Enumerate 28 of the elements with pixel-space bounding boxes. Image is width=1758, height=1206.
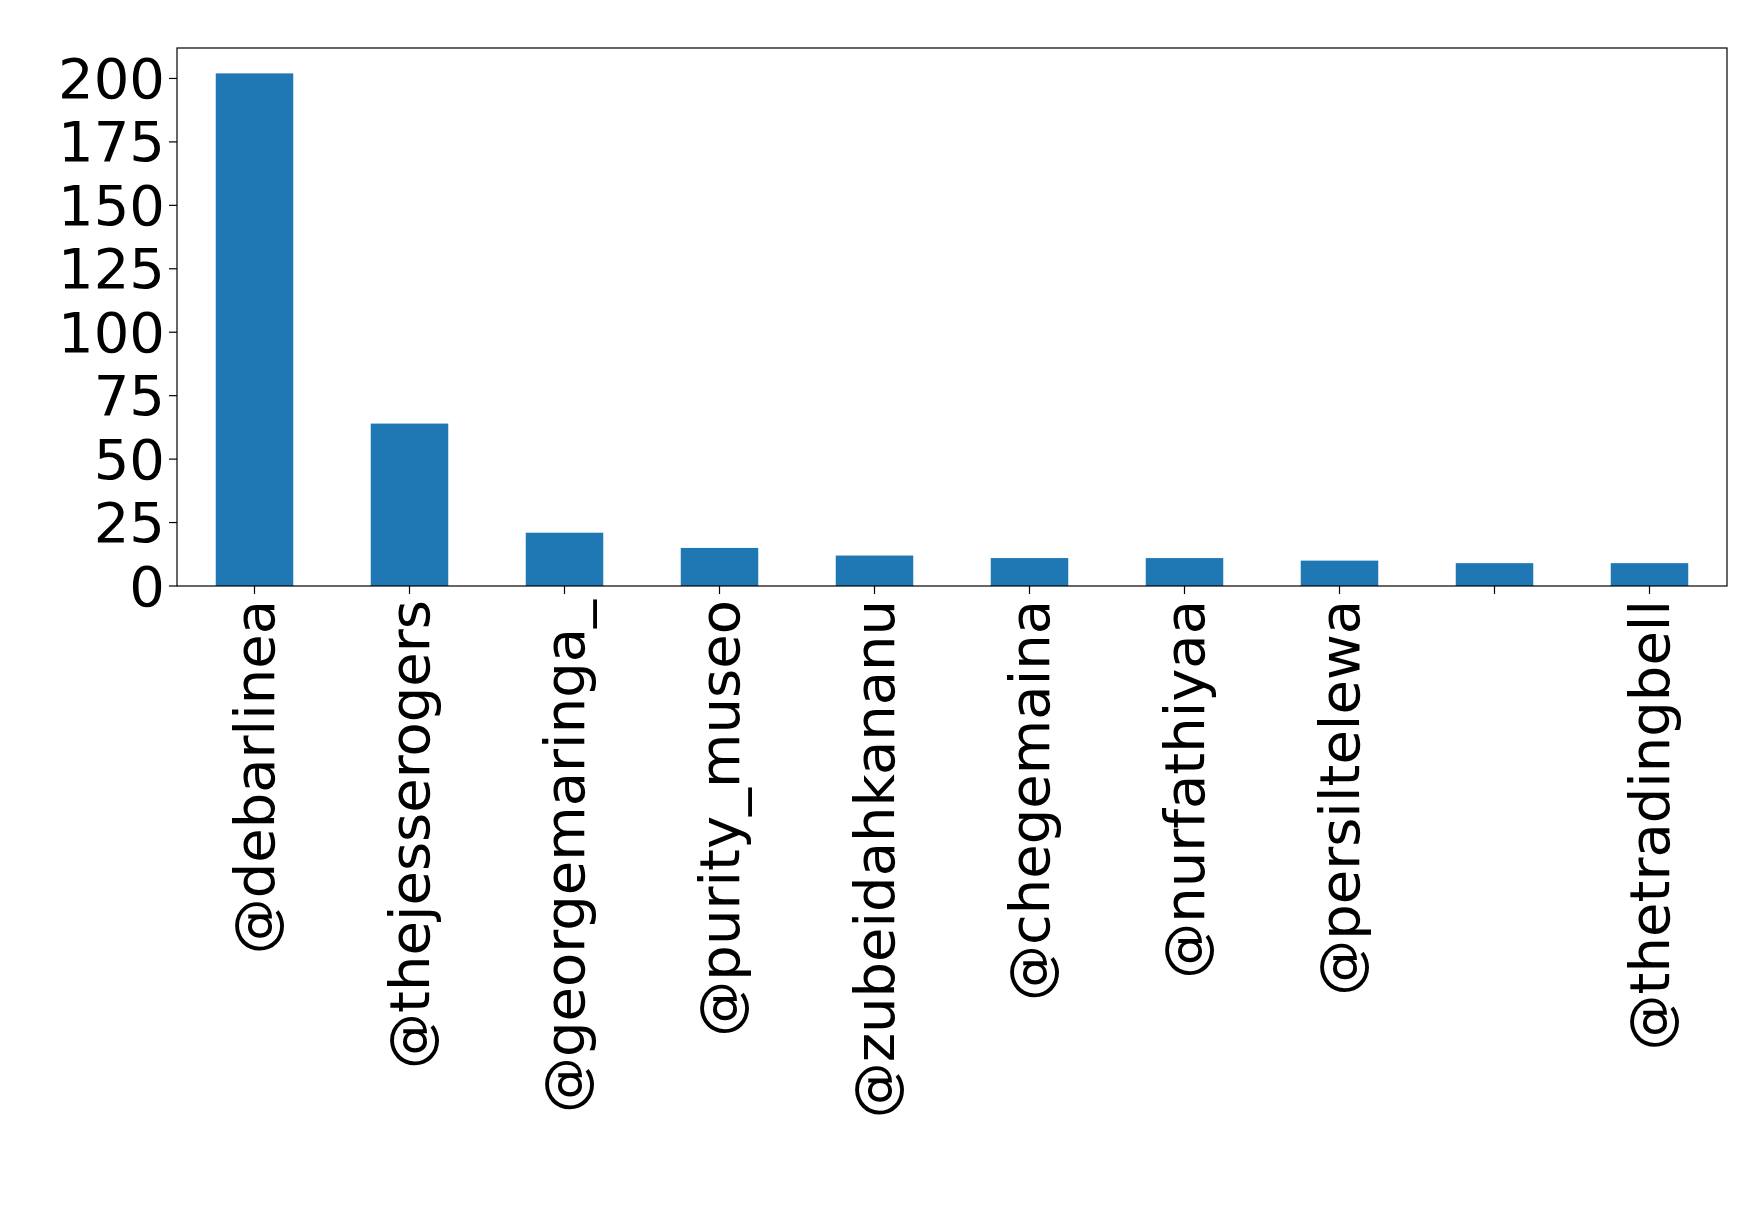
x-tick-label: @purity_museo xyxy=(687,600,752,1037)
x-tick-label: @nurfathiyaa xyxy=(1152,600,1217,979)
bar xyxy=(1610,563,1689,586)
bar xyxy=(1145,558,1224,586)
x-tick-label: @chegemaina xyxy=(997,600,1062,1001)
x-tick-label: @debarlinea xyxy=(222,600,287,955)
x-tick-label: @thetradingbell xyxy=(1617,600,1682,1051)
y-tick-label: 50 xyxy=(93,426,165,492)
y-tick-label: 200 xyxy=(58,45,165,111)
bar xyxy=(990,558,1069,586)
y-tick-label: 125 xyxy=(58,236,165,302)
bar xyxy=(1455,563,1534,586)
bar xyxy=(680,547,759,586)
x-tick-label: @zubeidahkananu xyxy=(842,600,907,1119)
bar xyxy=(215,73,294,586)
y-tick-label: 100 xyxy=(58,299,165,365)
y-tick-label: 75 xyxy=(93,363,165,429)
bar xyxy=(370,423,449,586)
x-tick-label: @persiltelewa xyxy=(1307,600,1372,996)
x-tick-label: @thejesserogers xyxy=(377,600,442,1069)
y-tick-label: 25 xyxy=(93,490,165,556)
y-tick-label: 150 xyxy=(58,172,165,238)
bar xyxy=(835,555,914,586)
x-tick-label: @georgemaringa_ xyxy=(532,599,597,1114)
bar xyxy=(525,532,604,586)
y-tick-label: 175 xyxy=(58,109,165,175)
y-tick-label: 0 xyxy=(129,553,165,619)
bar xyxy=(1300,560,1379,586)
